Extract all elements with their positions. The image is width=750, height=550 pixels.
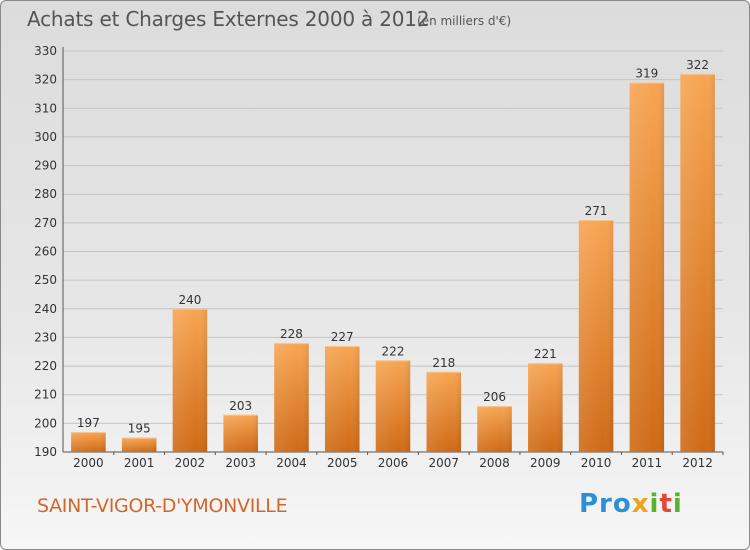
x-tick-label: 2011: [632, 456, 663, 470]
bar-shading: [477, 406, 512, 452]
data-label: 227: [331, 330, 354, 344]
x-tick-label: 2010: [581, 456, 612, 470]
data-label: 222: [382, 344, 405, 358]
bar-shading: [172, 308, 208, 452]
data-label: 221: [534, 347, 557, 361]
x-tick-label: 2004: [276, 456, 307, 470]
x-tick-label: 2012: [682, 456, 713, 470]
y-tick-label: 210: [34, 388, 57, 402]
bars: [71, 73, 715, 453]
data-label: 197: [77, 416, 100, 430]
place-name: SAINT-VIGOR-D'YMONVILLE: [37, 495, 288, 517]
y-tick-label: 200: [34, 416, 57, 430]
tick-labels: 190 200 210 220 230 240 250 260 270 280 290 300 310 3…: [34, 44, 713, 470]
bar-shading: [121, 437, 157, 452]
data-labels: 197 195 240 203 228 227 222 218 206 221 271 319 322: [77, 58, 709, 436]
y-tick-label: 330: [34, 44, 57, 58]
x-tick-label: 2003: [225, 456, 256, 470]
bar-shading: [274, 343, 309, 452]
x-tick-label: 2000: [73, 456, 104, 470]
bar-shading: [375, 360, 411, 452]
bar-shading: [578, 219, 614, 452]
bar-shading: [71, 431, 106, 452]
logo-part: Pro: [579, 489, 632, 519]
y-tick-label: 240: [34, 302, 57, 316]
data-label: 228: [280, 327, 303, 341]
x-tick-label: 2006: [378, 456, 409, 470]
x-tick-label: 2009: [530, 456, 561, 470]
data-label: 203: [229, 399, 252, 413]
logo-part: t: [659, 489, 673, 519]
bar-shading: [528, 363, 563, 452]
y-tick-label: 300: [34, 130, 57, 144]
bar-shading: [426, 371, 462, 452]
data-label: 218: [432, 356, 455, 370]
logo-part: i: [672, 489, 683, 519]
data-label: 319: [635, 67, 658, 81]
x-tick-label: 2001: [124, 456, 155, 470]
logo-part: x: [631, 489, 650, 519]
chart-subtitle: (en milliers d'€): [417, 14, 512, 28]
bar-shading: [223, 414, 258, 452]
chart-title: Achats et Charges Externes 2000 à 2012: [27, 7, 430, 31]
bar-shading: [629, 82, 665, 452]
data-label: 195: [128, 422, 151, 436]
x-tick-label: 2007: [428, 456, 459, 470]
x-tick-label: 2008: [479, 456, 510, 470]
data-label: 206: [483, 390, 506, 404]
logo-part: i: [649, 489, 660, 519]
y-tick-label: 310: [34, 101, 57, 115]
proxiti-logo: Proxiti: [579, 489, 683, 519]
bar-shading: [680, 73, 715, 453]
y-tick-label: 260: [34, 245, 57, 259]
y-tick-label: 270: [34, 216, 57, 230]
x-tick-label: 2002: [175, 456, 206, 470]
y-tick-label: 280: [34, 187, 57, 201]
data-label: 271: [585, 204, 608, 218]
y-tick-label: 290: [34, 159, 57, 173]
data-label: 240: [178, 293, 201, 307]
data-label: 322: [686, 58, 709, 72]
y-tick-label: 250: [34, 273, 57, 287]
x-tick-label: 2005: [327, 456, 358, 470]
y-tick-label: 220: [34, 359, 57, 373]
y-tick-label: 320: [34, 73, 57, 87]
y-tick-label: 190: [34, 445, 57, 459]
y-tick-label: 230: [34, 330, 57, 344]
bar-shading: [324, 346, 360, 452]
